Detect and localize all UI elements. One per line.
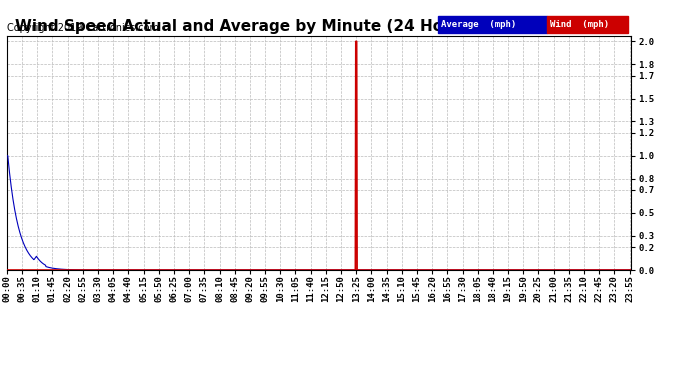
FancyBboxPatch shape (547, 16, 628, 33)
Text: Average  (mph): Average (mph) (441, 20, 516, 29)
Title: Wind Speed Actual and Average by Minute (24 Hours) (New) 20191112: Wind Speed Actual and Average by Minute … (14, 20, 624, 34)
FancyBboxPatch shape (437, 16, 547, 33)
Text: Wind  (mph): Wind (mph) (550, 20, 609, 29)
Text: Copyright 2019 Cartronics.com: Copyright 2019 Cartronics.com (7, 23, 159, 33)
